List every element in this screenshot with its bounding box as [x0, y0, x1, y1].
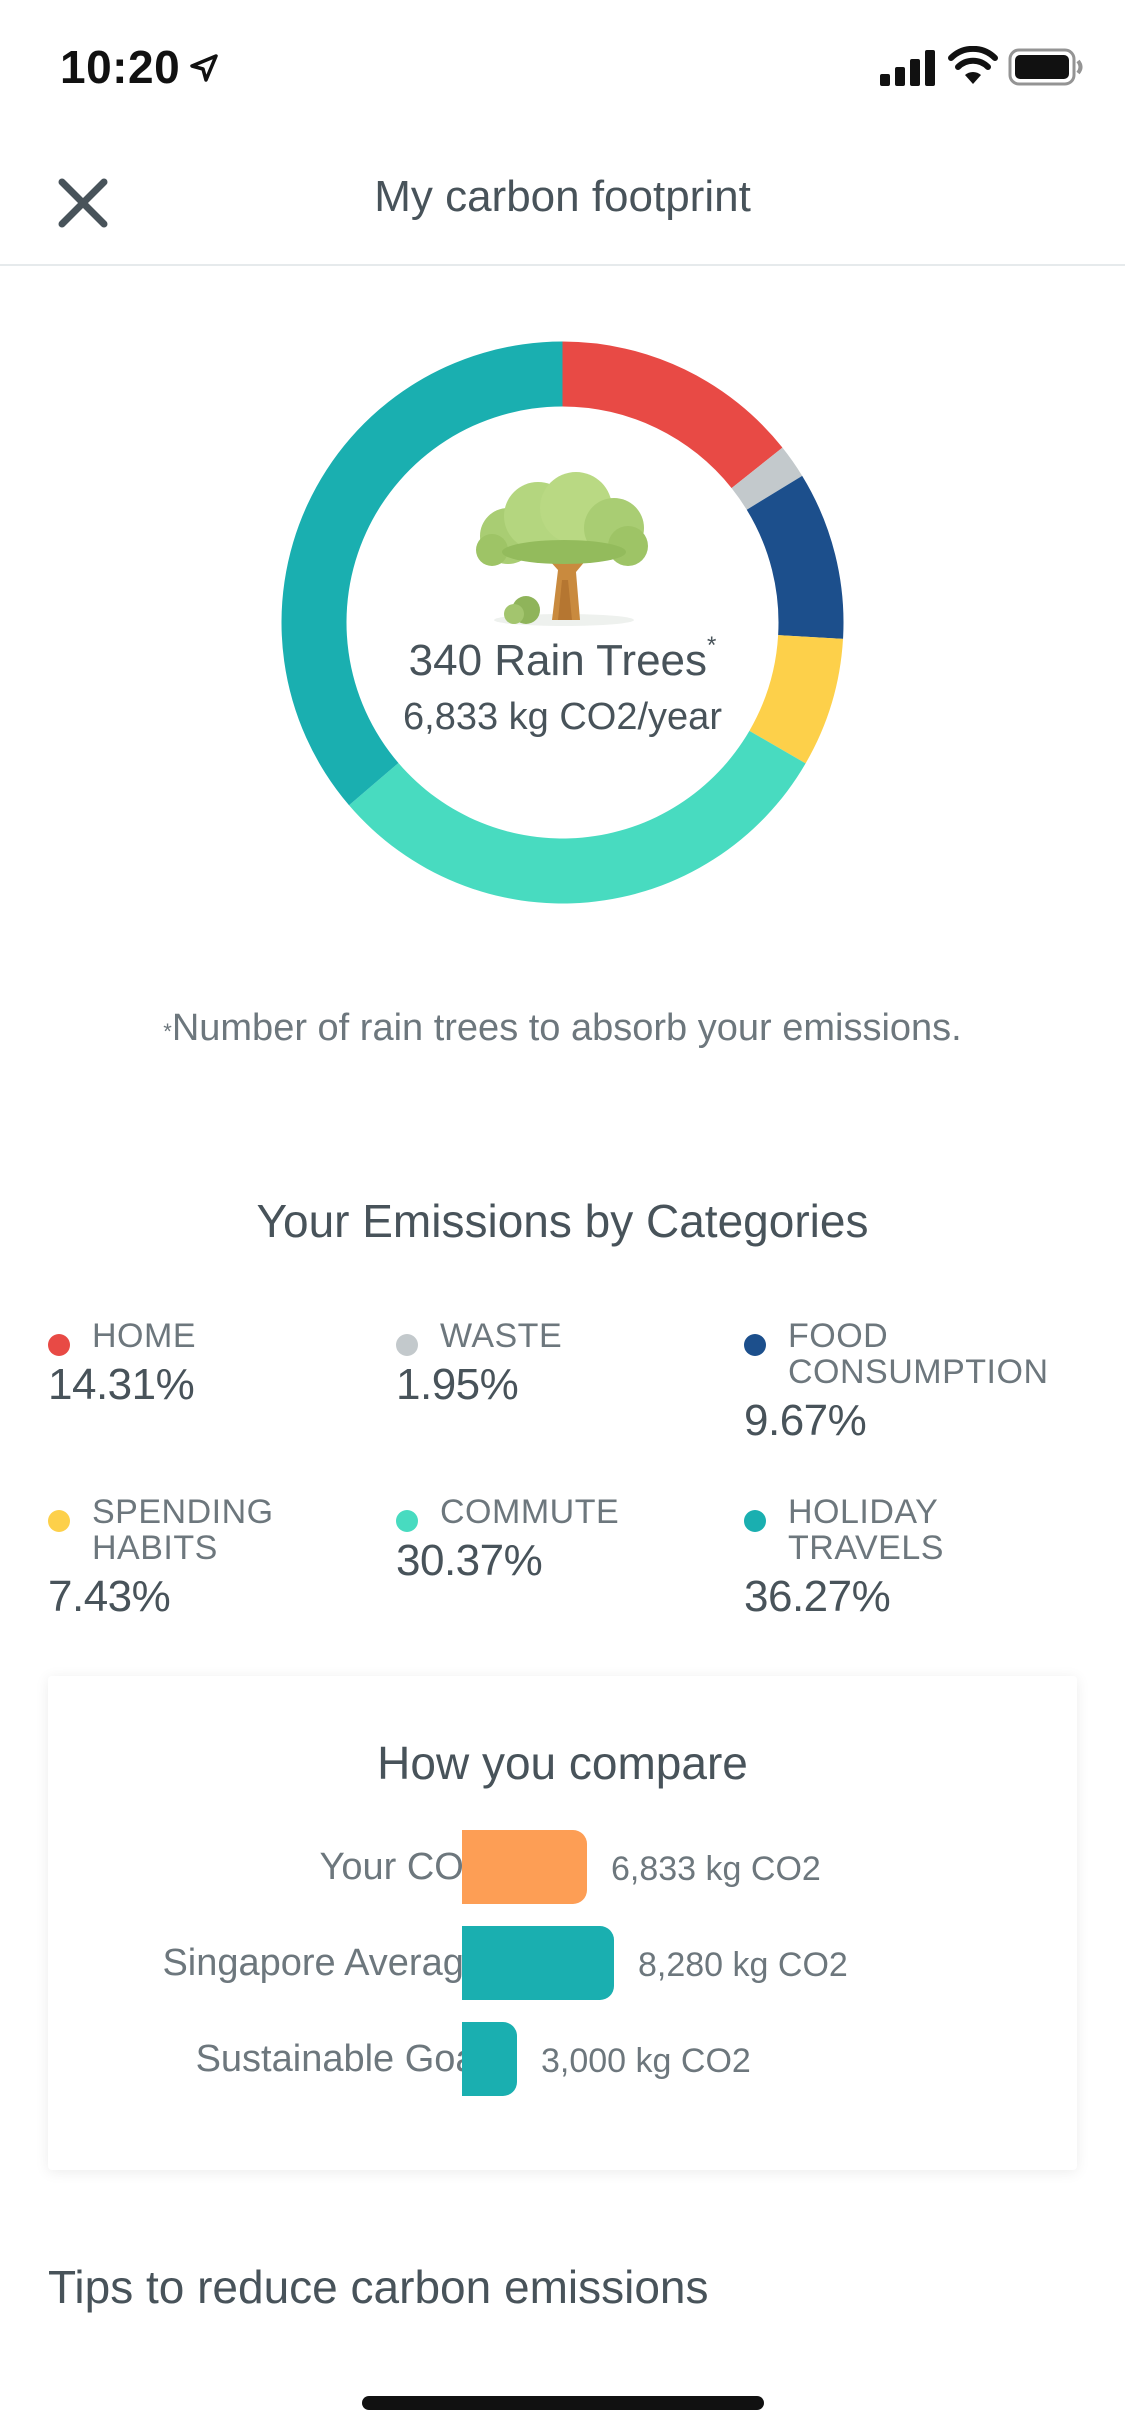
donut-segment-home [562, 341, 783, 489]
footnote-text: Number of rain trees to absorb your emis… [171, 1007, 962, 1049]
headline-asterisk: * [707, 632, 717, 659]
category-dot [48, 1334, 70, 1356]
category-percent: 14.31% [48, 1360, 195, 1409]
emissions-donut-chart [281, 341, 844, 904]
categories-title: Your Emissions by Categories [256, 1195, 869, 1247]
donut-subline: 6,833 kg CO2/year [403, 696, 722, 738]
donut-segment-commute [349, 730, 806, 904]
close-icon[interactable] [50, 170, 116, 236]
category-label: HOLIDAY TRAVELS [788, 1493, 944, 1567]
status-time: 10:20 [60, 41, 181, 93]
category-dot [744, 1334, 766, 1356]
category-commute: COMMUTE 30.37% [396, 1494, 726, 1586]
category-dot [396, 1510, 418, 1532]
wifi-icon [948, 46, 998, 84]
compare-title: How you compare [377, 1737, 748, 1789]
compare-value: 3,000 kg CO2 [541, 2042, 751, 2080]
compare-value: 6,833 kg CO2 [611, 1850, 821, 1888]
page-title: My carbon footprint [374, 172, 751, 221]
category-waste: WASTE 1.95% [396, 1318, 726, 1410]
compare-bar [462, 1830, 587, 1904]
donut-segment-food-consumption [746, 475, 844, 639]
category-percent: 30.37% [396, 1536, 543, 1585]
donut-segment-waste [731, 447, 803, 510]
category-holiday-travels: HOLIDAY TRAVELS 36.27% [744, 1494, 1074, 1622]
compare-row-sustainable-goal: Sustainable Goal 3,000 kg CO2 [48, 2022, 1077, 2096]
category-label: WASTE [440, 1317, 563, 1355]
compare-label: Singapore Average [162, 1942, 485, 1984]
footnote: *Number of rain trees to absorb your emi… [160, 1000, 965, 1056]
header: My carbon footprint [0, 140, 1125, 266]
compare-bar [462, 1926, 614, 2000]
category-percent: 36.27% [744, 1572, 891, 1621]
category-home: HOME 14.31% [48, 1318, 378, 1410]
compare-row-your-co2: Your CO2 6,833 kg CO2 [48, 1830, 1077, 1904]
compare-bar [462, 2022, 517, 2096]
category-food-consumption: FOOD CONSUMPTION 9.67% [744, 1318, 1074, 1446]
cellular-signal-icon [880, 50, 935, 86]
location-arrow-icon [190, 54, 218, 82]
category-label: FOOD CONSUMPTION [788, 1317, 1049, 1391]
rain-tree-icon [476, 472, 648, 626]
tips-title: Tips to reduce carbon emissions [48, 2261, 709, 2313]
donut-segment-spending-habits [749, 635, 844, 764]
footnote-asterisk: * [163, 1019, 172, 1044]
compare-label: Your CO2 [319, 1846, 485, 1888]
category-percent: 7.43% [48, 1572, 171, 1621]
category-label: COMMUTE [440, 1493, 620, 1531]
category-dot [396, 1334, 418, 1356]
donut-headline: 340 Rain Trees* [408, 632, 717, 685]
compare-value: 8,280 kg CO2 [638, 1946, 848, 1984]
category-dot [48, 1510, 70, 1532]
status-bar: 10:20 [0, 0, 1125, 140]
battery-icon [1008, 48, 1083, 86]
category-dot [744, 1510, 766, 1532]
home-indicator[interactable] [362, 2396, 764, 2410]
compare-card: How you compare Your CO2 6,833 kg CO2 Si… [48, 1676, 1077, 2170]
category-percent: 9.67% [744, 1396, 867, 1445]
category-label: SPENDING HABITS [92, 1493, 274, 1567]
compare-row-singapore-average: Singapore Average 8,280 kg CO2 [48, 1926, 1077, 2000]
compare-label: Sustainable Goal [195, 2038, 485, 2080]
category-percent: 1.95% [396, 1360, 519, 1409]
category-spending-habits: SPENDING HABITS 7.43% [48, 1494, 378, 1622]
donut-segment-holiday-travels [281, 341, 563, 806]
category-label: HOME [92, 1317, 196, 1355]
